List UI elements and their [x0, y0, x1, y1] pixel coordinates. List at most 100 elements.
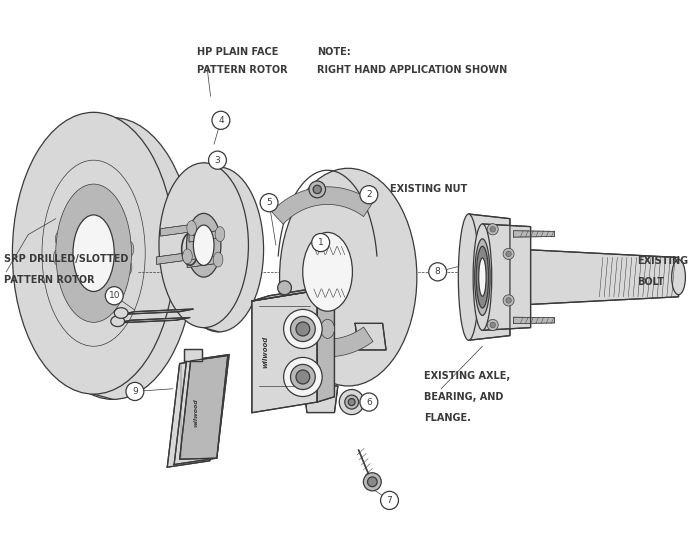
Ellipse shape — [475, 239, 490, 316]
Circle shape — [284, 358, 322, 397]
Ellipse shape — [107, 210, 118, 227]
Polygon shape — [121, 309, 193, 314]
Ellipse shape — [122, 240, 134, 257]
Ellipse shape — [56, 184, 132, 322]
Polygon shape — [317, 285, 335, 402]
Ellipse shape — [473, 224, 491, 330]
Ellipse shape — [479, 258, 486, 296]
Ellipse shape — [193, 225, 214, 265]
Circle shape — [487, 319, 498, 330]
Circle shape — [313, 185, 321, 193]
Circle shape — [363, 473, 382, 491]
Circle shape — [428, 263, 447, 281]
Ellipse shape — [214, 252, 223, 267]
Polygon shape — [118, 318, 190, 323]
Ellipse shape — [159, 163, 248, 328]
Circle shape — [290, 365, 315, 390]
Polygon shape — [167, 357, 223, 467]
Text: 10: 10 — [108, 291, 120, 300]
Ellipse shape — [476, 246, 489, 308]
Text: 4: 4 — [218, 116, 224, 125]
Ellipse shape — [58, 266, 69, 284]
Text: wilwood: wilwood — [194, 398, 199, 427]
Polygon shape — [469, 214, 510, 340]
Text: EXISTING: EXISTING — [637, 256, 688, 266]
Text: BEARING, AND: BEARING, AND — [424, 392, 503, 402]
Text: PATTERN ROTOR: PATTERN ROTOR — [4, 275, 94, 285]
Circle shape — [487, 224, 498, 235]
Polygon shape — [252, 285, 335, 301]
Circle shape — [105, 287, 123, 305]
Polygon shape — [272, 187, 373, 224]
Ellipse shape — [458, 214, 479, 340]
Text: PATTERN ROTOR: PATTERN ROTOR — [197, 65, 288, 75]
Ellipse shape — [114, 308, 128, 318]
Ellipse shape — [183, 249, 193, 264]
Polygon shape — [161, 224, 192, 236]
Ellipse shape — [92, 204, 104, 221]
Polygon shape — [513, 231, 554, 237]
Circle shape — [360, 185, 378, 204]
Circle shape — [506, 297, 511, 303]
Ellipse shape — [13, 112, 175, 394]
Ellipse shape — [55, 231, 66, 247]
Circle shape — [348, 399, 355, 406]
Circle shape — [296, 370, 310, 384]
Circle shape — [290, 317, 315, 342]
Circle shape — [260, 193, 278, 212]
Polygon shape — [157, 253, 188, 264]
Circle shape — [312, 233, 330, 252]
Text: 9: 9 — [132, 387, 138, 396]
Circle shape — [381, 491, 398, 510]
Ellipse shape — [302, 232, 352, 311]
Ellipse shape — [672, 260, 685, 295]
Ellipse shape — [69, 279, 80, 296]
Text: 5: 5 — [266, 198, 272, 207]
Polygon shape — [304, 386, 338, 413]
Polygon shape — [272, 319, 373, 357]
Text: RIGHT HAND APPLICATION SHOWN: RIGHT HAND APPLICATION SHOWN — [317, 65, 508, 75]
Ellipse shape — [111, 316, 125, 327]
Circle shape — [368, 477, 377, 487]
Circle shape — [296, 322, 310, 336]
Ellipse shape — [53, 249, 64, 266]
Polygon shape — [355, 324, 386, 350]
Ellipse shape — [73, 215, 114, 292]
Polygon shape — [184, 349, 202, 361]
Circle shape — [209, 151, 226, 169]
Circle shape — [345, 395, 358, 409]
Text: 8: 8 — [435, 268, 440, 276]
Ellipse shape — [321, 319, 335, 338]
Text: SRP DRILLED/SLOTTED: SRP DRILLED/SLOTTED — [4, 254, 129, 264]
Text: EXISTING NUT: EXISTING NUT — [389, 184, 467, 195]
Circle shape — [360, 393, 378, 411]
Text: HP PLAIN FACE: HP PLAIN FACE — [197, 46, 278, 56]
Ellipse shape — [215, 227, 225, 241]
Circle shape — [340, 390, 364, 415]
Polygon shape — [482, 224, 531, 330]
Circle shape — [490, 227, 496, 232]
Text: 2: 2 — [366, 190, 372, 199]
Ellipse shape — [99, 284, 110, 301]
Circle shape — [503, 248, 514, 260]
Circle shape — [126, 382, 144, 400]
Text: 6: 6 — [366, 398, 372, 407]
Text: BOLT: BOLT — [637, 278, 664, 287]
Ellipse shape — [174, 167, 264, 332]
Polygon shape — [252, 290, 317, 413]
Text: wilwood: wilwood — [262, 335, 268, 368]
Circle shape — [503, 295, 514, 306]
Circle shape — [506, 251, 511, 257]
Polygon shape — [180, 356, 228, 459]
Ellipse shape — [64, 215, 75, 232]
Polygon shape — [187, 256, 218, 268]
Polygon shape — [189, 230, 220, 242]
Circle shape — [278, 281, 291, 295]
Text: 3: 3 — [215, 156, 220, 165]
Text: 7: 7 — [386, 496, 393, 505]
Text: NOTE:: NOTE: — [317, 46, 351, 56]
Ellipse shape — [279, 168, 417, 386]
Circle shape — [212, 111, 230, 130]
Polygon shape — [513, 317, 554, 324]
Polygon shape — [174, 354, 229, 465]
